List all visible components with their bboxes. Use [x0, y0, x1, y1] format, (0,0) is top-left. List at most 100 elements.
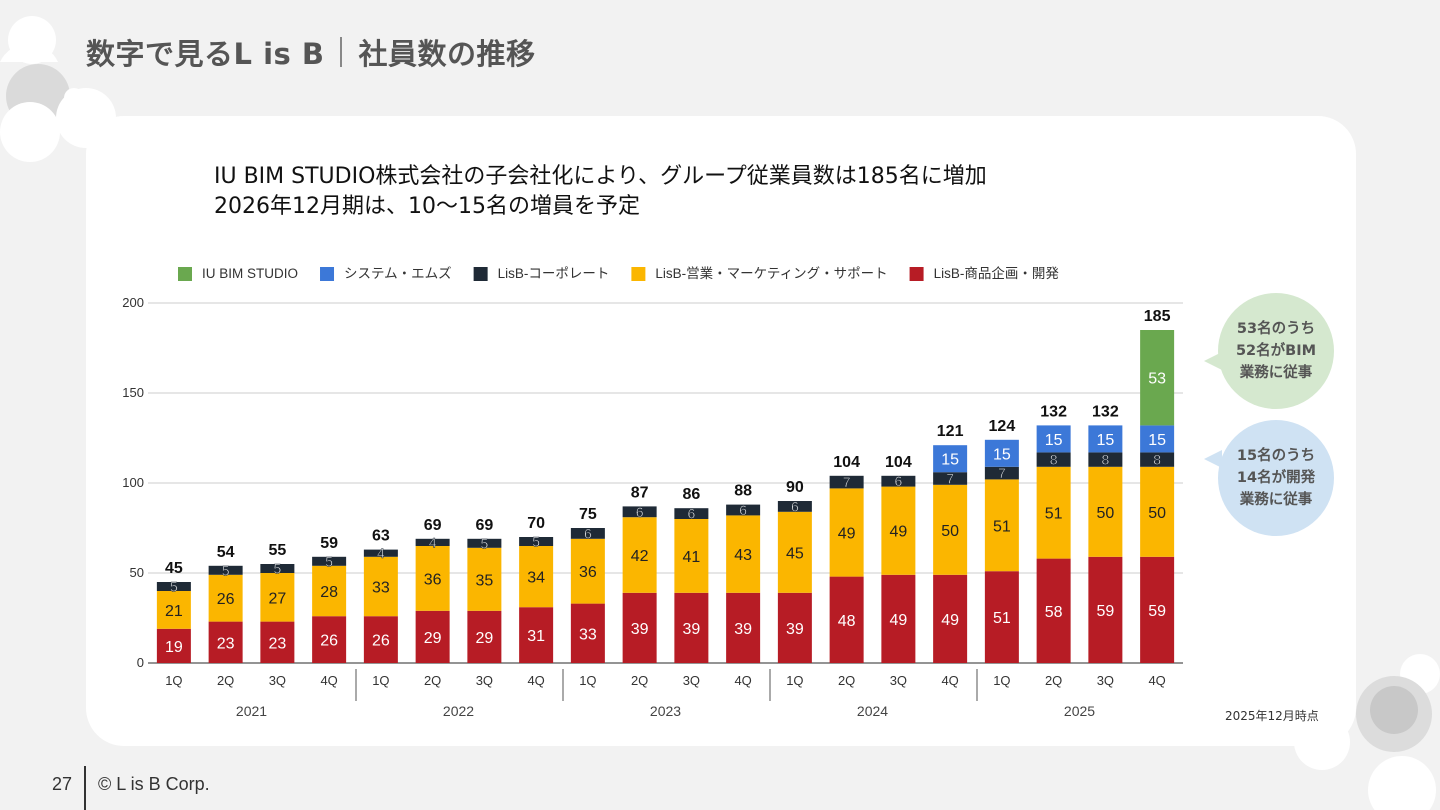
data-label: 49	[889, 612, 907, 629]
data-label: 7	[946, 471, 954, 487]
bar-segment	[829, 475, 864, 489]
data-label: 6	[584, 525, 592, 541]
legend-label: LisB-コーポレート	[498, 266, 610, 281]
data-label: 49	[889, 524, 907, 541]
legend-label: システム・エムズ	[344, 266, 452, 281]
data-label: 8	[1153, 452, 1161, 468]
data-label: 15	[993, 446, 1011, 463]
bubble-green-tail	[1204, 352, 1222, 370]
x-tick-label: 1Q	[786, 673, 803, 688]
x-tick-label: 3Q	[269, 673, 286, 688]
callout-system-ms: 15名のうち 14名が開発 業務に従事	[1218, 420, 1334, 536]
x-tick-label: 2Q	[1045, 673, 1062, 688]
bar-segment	[1036, 425, 1071, 453]
data-label: 5	[222, 562, 230, 578]
data-label: 21	[165, 603, 183, 620]
bar-segment	[363, 549, 398, 557]
total-label: 132	[1040, 403, 1067, 420]
slide-title: 数字で見るL is B 社員数の推移	[86, 30, 536, 74]
data-label: 5	[170, 579, 178, 595]
bar-segment	[519, 537, 554, 546]
bar-segment	[260, 564, 295, 573]
bar-segment	[1036, 466, 1071, 559]
bar-segment	[570, 538, 605, 604]
data-label: 59	[1096, 603, 1114, 620]
bar-segment	[674, 508, 709, 519]
data-label: 29	[475, 630, 493, 647]
data-label: 50	[1148, 505, 1166, 522]
bar-segment	[467, 538, 502, 548]
callout-system-ms-line-1: 15名のうち	[1236, 448, 1316, 464]
total-label: 185	[1144, 308, 1171, 325]
legend-swatch	[909, 267, 924, 281]
bar-segment	[933, 445, 968, 473]
data-label: 6	[739, 502, 747, 518]
data-label: 49	[838, 526, 856, 543]
bar-segment	[726, 592, 761, 663]
data-label: 7	[843, 474, 851, 490]
callout-iu-bim-line-3: 業務に従事	[1239, 365, 1313, 381]
footer-separator	[84, 766, 86, 810]
data-label: 27	[268, 590, 286, 607]
data-label: 51	[993, 518, 1011, 535]
slide-title-sub: 社員数の推移	[358, 37, 536, 71]
bar-segment	[570, 528, 605, 539]
data-label: 8	[1050, 452, 1058, 468]
x-tick-label: 2Q	[424, 673, 441, 688]
legend-label: LisB-商品企画・開発	[934, 265, 1060, 281]
bar-segment	[726, 504, 761, 516]
data-label: 39	[631, 621, 649, 638]
total-label: 87	[631, 484, 649, 501]
bar-segment	[467, 610, 502, 663]
bar-segment	[622, 592, 657, 663]
data-label: 51	[1045, 506, 1063, 523]
data-label: 6	[636, 504, 644, 520]
bar-segment	[829, 488, 864, 577]
total-label: 59	[320, 535, 338, 552]
bar-segment	[363, 556, 398, 617]
total-label: 88	[734, 483, 752, 500]
data-label: 35	[475, 572, 493, 589]
page-number: 27	[52, 774, 73, 794]
bar-segment	[363, 616, 398, 663]
x-tick-label: 3Q	[476, 673, 493, 688]
data-label: 36	[579, 564, 597, 581]
bar-segment	[312, 565, 347, 617]
bar-segment	[1088, 466, 1123, 557]
data-label: 33	[579, 626, 597, 643]
data-label: 4	[377, 545, 385, 561]
bar-segment	[933, 574, 968, 663]
callout-iu-bim-line-2: 52名がBIM	[1235, 343, 1317, 359]
bar-segment	[1140, 452, 1175, 467]
legend-swatch	[320, 267, 335, 281]
data-label: 48	[838, 613, 856, 630]
data-label: 36	[424, 571, 442, 588]
footer: 27 © L is B Corp.	[0, 764, 400, 810]
decorative-circles-left	[0, 16, 116, 162]
bar-segment	[933, 484, 968, 575]
y-tick-label: 200	[122, 295, 144, 310]
year-group-label: 2021	[236, 703, 267, 719]
bar-segment	[984, 571, 1019, 663]
bar-segment	[260, 573, 295, 622]
total-label: 70	[527, 515, 545, 532]
bar-segment	[881, 574, 916, 663]
data-label: 15	[941, 452, 959, 469]
year-group-label: 2024	[857, 703, 888, 719]
bar-segment	[260, 621, 295, 663]
data-label: 59	[1148, 603, 1166, 620]
x-tick-label: 2Q	[631, 673, 648, 688]
x-tick-label: 3Q	[1097, 673, 1114, 688]
y-tick-label: 0	[137, 655, 144, 670]
year-group-label: 2023	[650, 703, 681, 719]
total-label: 90	[786, 479, 804, 496]
data-label: 53	[1148, 371, 1166, 388]
data-label: 6	[894, 473, 902, 489]
data-label: 39	[682, 621, 700, 638]
bar-segment	[415, 610, 450, 663]
bar-segment	[1140, 466, 1175, 557]
bar-segment	[777, 592, 812, 663]
legend-swatch	[631, 267, 646, 281]
x-tick-label: 1Q	[579, 673, 596, 688]
bar-segment	[208, 565, 243, 575]
